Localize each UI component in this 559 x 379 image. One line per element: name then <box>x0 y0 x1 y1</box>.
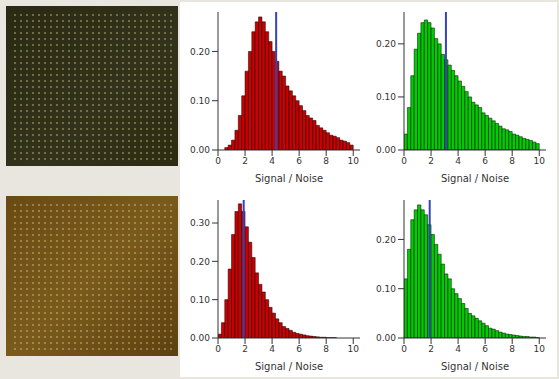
svg-text:0.00: 0.00 <box>190 333 210 343</box>
svg-text:4: 4 <box>269 156 275 166</box>
svg-text:0.10: 0.10 <box>190 295 210 305</box>
svg-text:2: 2 <box>242 156 248 166</box>
svg-text:10: 10 <box>534 344 546 354</box>
svg-text:0: 0 <box>215 344 221 354</box>
svg-text:2: 2 <box>242 344 248 354</box>
svg-text:4: 4 <box>455 156 461 166</box>
svg-text:8: 8 <box>509 156 515 166</box>
svg-text:6: 6 <box>482 344 488 354</box>
svg-text:6: 6 <box>296 156 302 166</box>
svg-text:0.20: 0.20 <box>376 39 396 49</box>
svg-text:2: 2 <box>428 156 434 166</box>
svg-text:Signal / Noise: Signal / Noise <box>255 173 323 184</box>
svg-text:8: 8 <box>323 156 329 166</box>
svg-text:0.20: 0.20 <box>190 257 210 267</box>
svg-text:Signal / Noise: Signal / Noise <box>441 173 509 184</box>
svg-text:0: 0 <box>401 156 407 166</box>
svg-text:0.30: 0.30 <box>190 218 210 228</box>
svg-text:4: 4 <box>269 344 275 354</box>
svg-text:0: 0 <box>401 344 407 354</box>
svg-text:0.10: 0.10 <box>376 284 396 294</box>
svg-text:8: 8 <box>323 344 329 354</box>
svg-text:0: 0 <box>215 156 221 166</box>
svg-text:10: 10 <box>348 344 360 354</box>
svg-text:4: 4 <box>455 344 461 354</box>
svg-text:0.10: 0.10 <box>190 96 210 106</box>
svg-text:6: 6 <box>482 156 488 166</box>
svg-text:0.20: 0.20 <box>190 47 210 57</box>
svg-text:Signal / Noise: Signal / Noise <box>255 361 323 372</box>
svg-text:8: 8 <box>509 344 515 354</box>
svg-text:0.00: 0.00 <box>190 145 210 155</box>
svg-text:2: 2 <box>428 344 434 354</box>
svg-text:10: 10 <box>348 156 360 166</box>
svg-text:6: 6 <box>296 344 302 354</box>
svg-text:Signal / Noise: Signal / Noise <box>441 361 509 372</box>
svg-text:0.10: 0.10 <box>376 92 396 102</box>
svg-text:0.20: 0.20 <box>376 235 396 245</box>
svg-text:0.00: 0.00 <box>376 333 396 343</box>
svg-text:10: 10 <box>534 156 546 166</box>
svg-text:0.00: 0.00 <box>376 145 396 155</box>
